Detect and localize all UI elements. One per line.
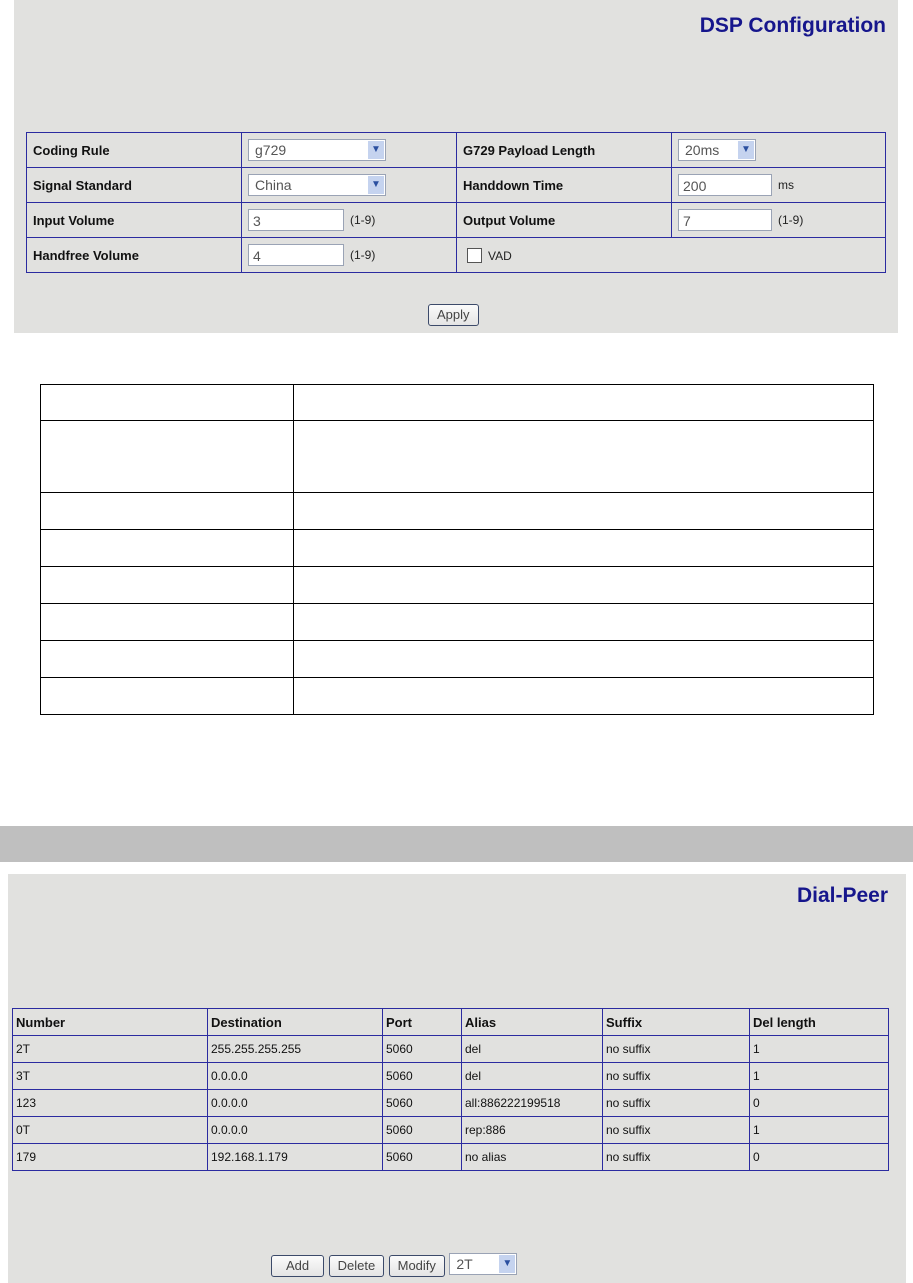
table-cell: 5060	[382, 1035, 462, 1063]
table-row: 3T 0.0.0.0 5060 del no suffix 1	[12, 1062, 889, 1090]
col-number: Number	[12, 1008, 208, 1036]
table-cell: no suffix	[602, 1089, 750, 1117]
handdown-unit: ms	[778, 178, 794, 192]
table-cell: 0.0.0.0	[207, 1062, 383, 1090]
table-cell: 123	[12, 1089, 208, 1117]
table-cell: 255.255.255.255	[207, 1035, 383, 1063]
table-row: 123 0.0.0.0 5060 all:886222199518 no suffix 0	[12, 1089, 889, 1117]
handfree-volume-input[interactable]: 4	[248, 244, 344, 266]
separator-bar	[0, 826, 913, 862]
table-cell: 1	[749, 1116, 889, 1144]
blank-table	[40, 384, 874, 715]
handdown-time-input[interactable]: 200	[678, 174, 772, 196]
table-cell: 0.0.0.0	[207, 1089, 383, 1117]
table-cell: 0	[749, 1089, 889, 1117]
table-cell: no suffix	[602, 1035, 750, 1063]
table-header: Number Destination Port Alias Suffix Del…	[12, 1008, 889, 1036]
table-cell: rep:886	[461, 1116, 603, 1144]
chevron-down-icon: ▼	[738, 141, 754, 159]
table-cell: 3T	[12, 1062, 208, 1090]
table-cell: no alias	[461, 1143, 603, 1171]
table-cell: 0	[749, 1143, 889, 1171]
payload-length-label: G729 Payload Length	[456, 132, 672, 168]
col-del-length: Del length	[749, 1008, 889, 1036]
table-cell: 2T	[12, 1035, 208, 1063]
handfree-volume-range: (1-9)	[350, 248, 376, 262]
coding-rule-label: Coding Rule	[26, 132, 242, 168]
input-volume-input[interactable]: 3	[248, 209, 344, 231]
payload-length-select[interactable]: 20ms ▼	[678, 139, 756, 161]
table-cell: del	[461, 1035, 603, 1063]
table-cell: 192.168.1.179	[207, 1143, 383, 1171]
table-cell: no suffix	[602, 1116, 750, 1144]
output-volume-label: Output Volume	[456, 202, 672, 238]
table-cell: 0T	[12, 1116, 208, 1144]
table-row: 2T 255.255.255.255 5060 del no suffix 1	[12, 1035, 889, 1063]
table-cell: del	[461, 1062, 603, 1090]
table-row: 0T 0.0.0.0 5060 rep:886 no suffix 1	[12, 1116, 889, 1144]
chevron-down-icon: ▼	[499, 1255, 516, 1273]
apply-button[interactable]: Apply	[428, 304, 479, 326]
dsp-config-table: Coding Rule g729 ▼ G729 Payload Length 20…	[26, 132, 886, 273]
col-suffix: Suffix	[602, 1008, 750, 1036]
table-cell: no suffix	[602, 1062, 750, 1090]
table-cell: no suffix	[602, 1143, 750, 1171]
modify-button[interactable]: Modify	[388, 1255, 445, 1277]
signal-standard-label: Signal Standard	[26, 167, 242, 203]
table-cell: 5060	[382, 1143, 462, 1171]
handfree-volume-label: Handfree Volume	[26, 237, 242, 273]
col-port: Port	[382, 1008, 462, 1036]
table-cell: 1	[749, 1035, 889, 1063]
output-volume-range: (1-9)	[778, 213, 804, 227]
table-cell: 5060	[382, 1089, 462, 1117]
dial-peer-table: Number Destination Port Alias Suffix Del…	[12, 1008, 889, 1171]
table-row: 179 192.168.1.179 5060 no alias no suffix 0	[12, 1143, 889, 1171]
coding-rule-select[interactable]: g729 ▼	[248, 139, 386, 161]
table-cell: 5060	[382, 1062, 462, 1090]
dial-peer-select[interactable]: 2T ▼	[449, 1253, 518, 1275]
table-cell: 5060	[382, 1116, 462, 1144]
page-title: DSP Configuration	[699, 14, 886, 37]
output-volume-input[interactable]: 7	[678, 209, 772, 231]
signal-standard-select[interactable]: China ▼	[248, 174, 386, 196]
chevron-down-icon: ▼	[368, 141, 384, 159]
col-alias: Alias	[461, 1008, 603, 1036]
table-cell: 179	[12, 1143, 208, 1171]
vad-checkbox[interactable]	[467, 248, 482, 264]
input-volume-label: Input Volume	[26, 202, 242, 238]
table-cell: 1	[749, 1062, 889, 1090]
dial-peer-title: Dial-Peer	[796, 884, 888, 907]
delete-button[interactable]: Delete	[328, 1255, 385, 1277]
input-volume-range: (1-9)	[350, 213, 376, 227]
handdown-time-label: Handdown Time	[456, 167, 672, 203]
table-cell: all:886222199518	[461, 1089, 603, 1117]
vad-label: VAD	[488, 248, 512, 263]
table-cell: 0.0.0.0	[207, 1116, 383, 1144]
chevron-down-icon: ▼	[368, 176, 384, 194]
add-button[interactable]: Add	[271, 1255, 325, 1277]
col-destination: Destination	[207, 1008, 383, 1036]
